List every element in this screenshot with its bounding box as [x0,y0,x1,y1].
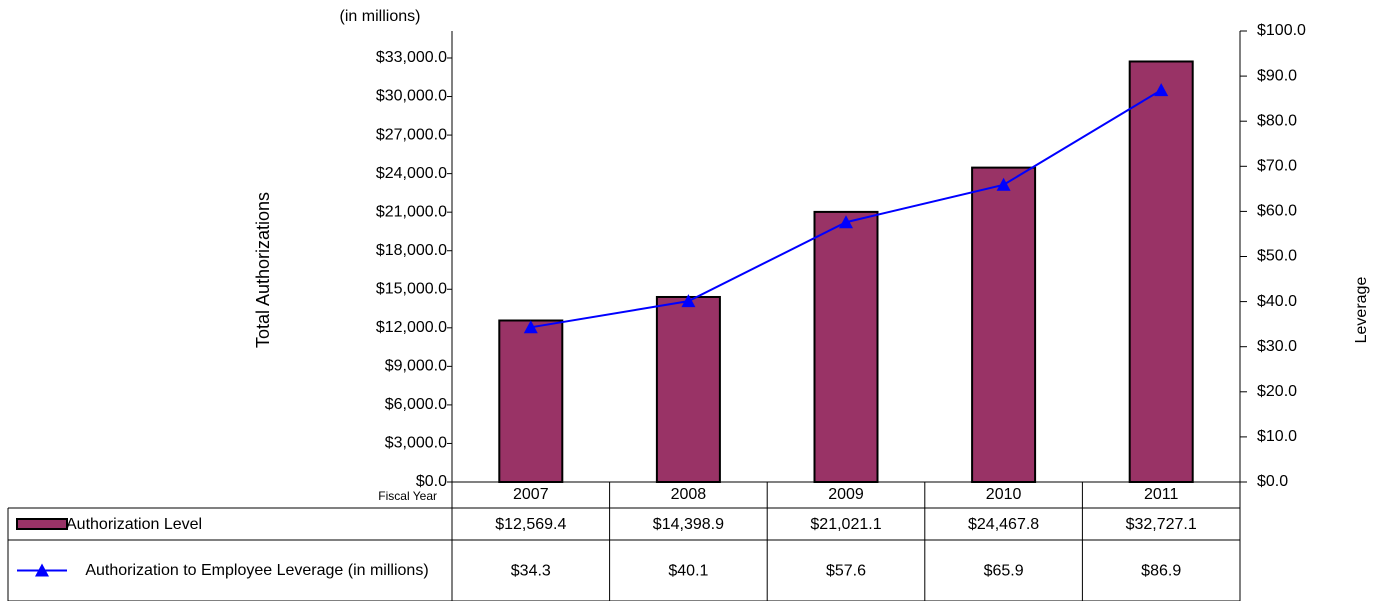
line-marker [681,294,696,308]
y-tick-label: $9,000.0 [385,358,447,375]
y-tick-label: $3,000.0 [385,435,447,452]
bar [813,210,879,483]
table-value: $34.3 [511,563,551,580]
y2-tick-label: $50.0 [1257,248,1297,265]
y-tick-label: $0.0 [416,473,447,490]
y2-tick-label: $90.0 [1257,67,1297,84]
y2-tick-label: $10.0 [1257,428,1297,445]
table-value: $65.9 [984,563,1024,580]
table-value: $86.9 [1141,563,1181,580]
y2-tick-label: $60.0 [1257,203,1297,220]
bar [971,166,1037,484]
legend-swatch [16,518,68,530]
y2-tick-label: $100.0 [1257,22,1306,39]
bar [1128,60,1194,483]
y2-tick-label: $30.0 [1257,338,1297,355]
x-tick-label: 2009 [828,486,864,503]
y-tick-label: $12,000.0 [376,319,447,336]
y2-tick-label: $20.0 [1257,383,1297,400]
y2-tick-label: $70.0 [1257,158,1297,175]
table-value: $12,569.4 [495,516,566,533]
y-tick-label: $21,000.0 [376,203,447,220]
y2-axis-label: Leverage [1353,277,1370,344]
y-tick-label: $27,000.0 [376,126,447,143]
bar [655,295,721,483]
y-tick-label: $18,000.0 [376,242,447,259]
unit-note: (in millions) [340,8,421,25]
legend-label: Authorization to Employee Leverage (in m… [85,562,429,579]
table-value: $21,021.1 [810,516,881,533]
x-tick-label: 2011 [1144,486,1179,503]
table-value: $24,467.8 [968,516,1039,533]
legend-marker [35,563,49,577]
legend-label: Authorization Level [66,515,203,533]
y-tick-label: $24,000.0 [376,165,447,182]
x-axis-label: Fiscal Year [378,489,437,503]
table-value: $32,727.1 [1126,516,1197,533]
y2-tick-label: $40.0 [1257,293,1297,310]
legend-cell: Authorization to Employee Leverage (in m… [85,562,429,579]
y2-tick-label: $80.0 [1257,112,1297,129]
y-tick-label: $30,000.0 [376,88,447,105]
y-tick-label: $15,000.0 [376,280,447,297]
table-value: $57.6 [826,563,866,580]
line-marker [1154,83,1169,97]
legend-cell: Authorization Level [66,515,203,533]
line-marker [839,215,853,229]
line-marker [996,177,1011,191]
y-tick-label: $6,000.0 [385,396,447,413]
line-marker [523,320,538,334]
y-axis-label: Total Authorizations [253,192,273,348]
x-tick-label: 2010 [986,486,1022,503]
y-tick-label: $33,000.0 [376,49,447,66]
bar [498,319,564,484]
table-value: $40.1 [668,563,708,580]
table-value: $14,398.9 [653,516,724,533]
x-tick-label: 2007 [513,486,549,503]
y2-tick-label: $0.0 [1257,473,1288,490]
x-tick-label: 2008 [671,486,707,503]
